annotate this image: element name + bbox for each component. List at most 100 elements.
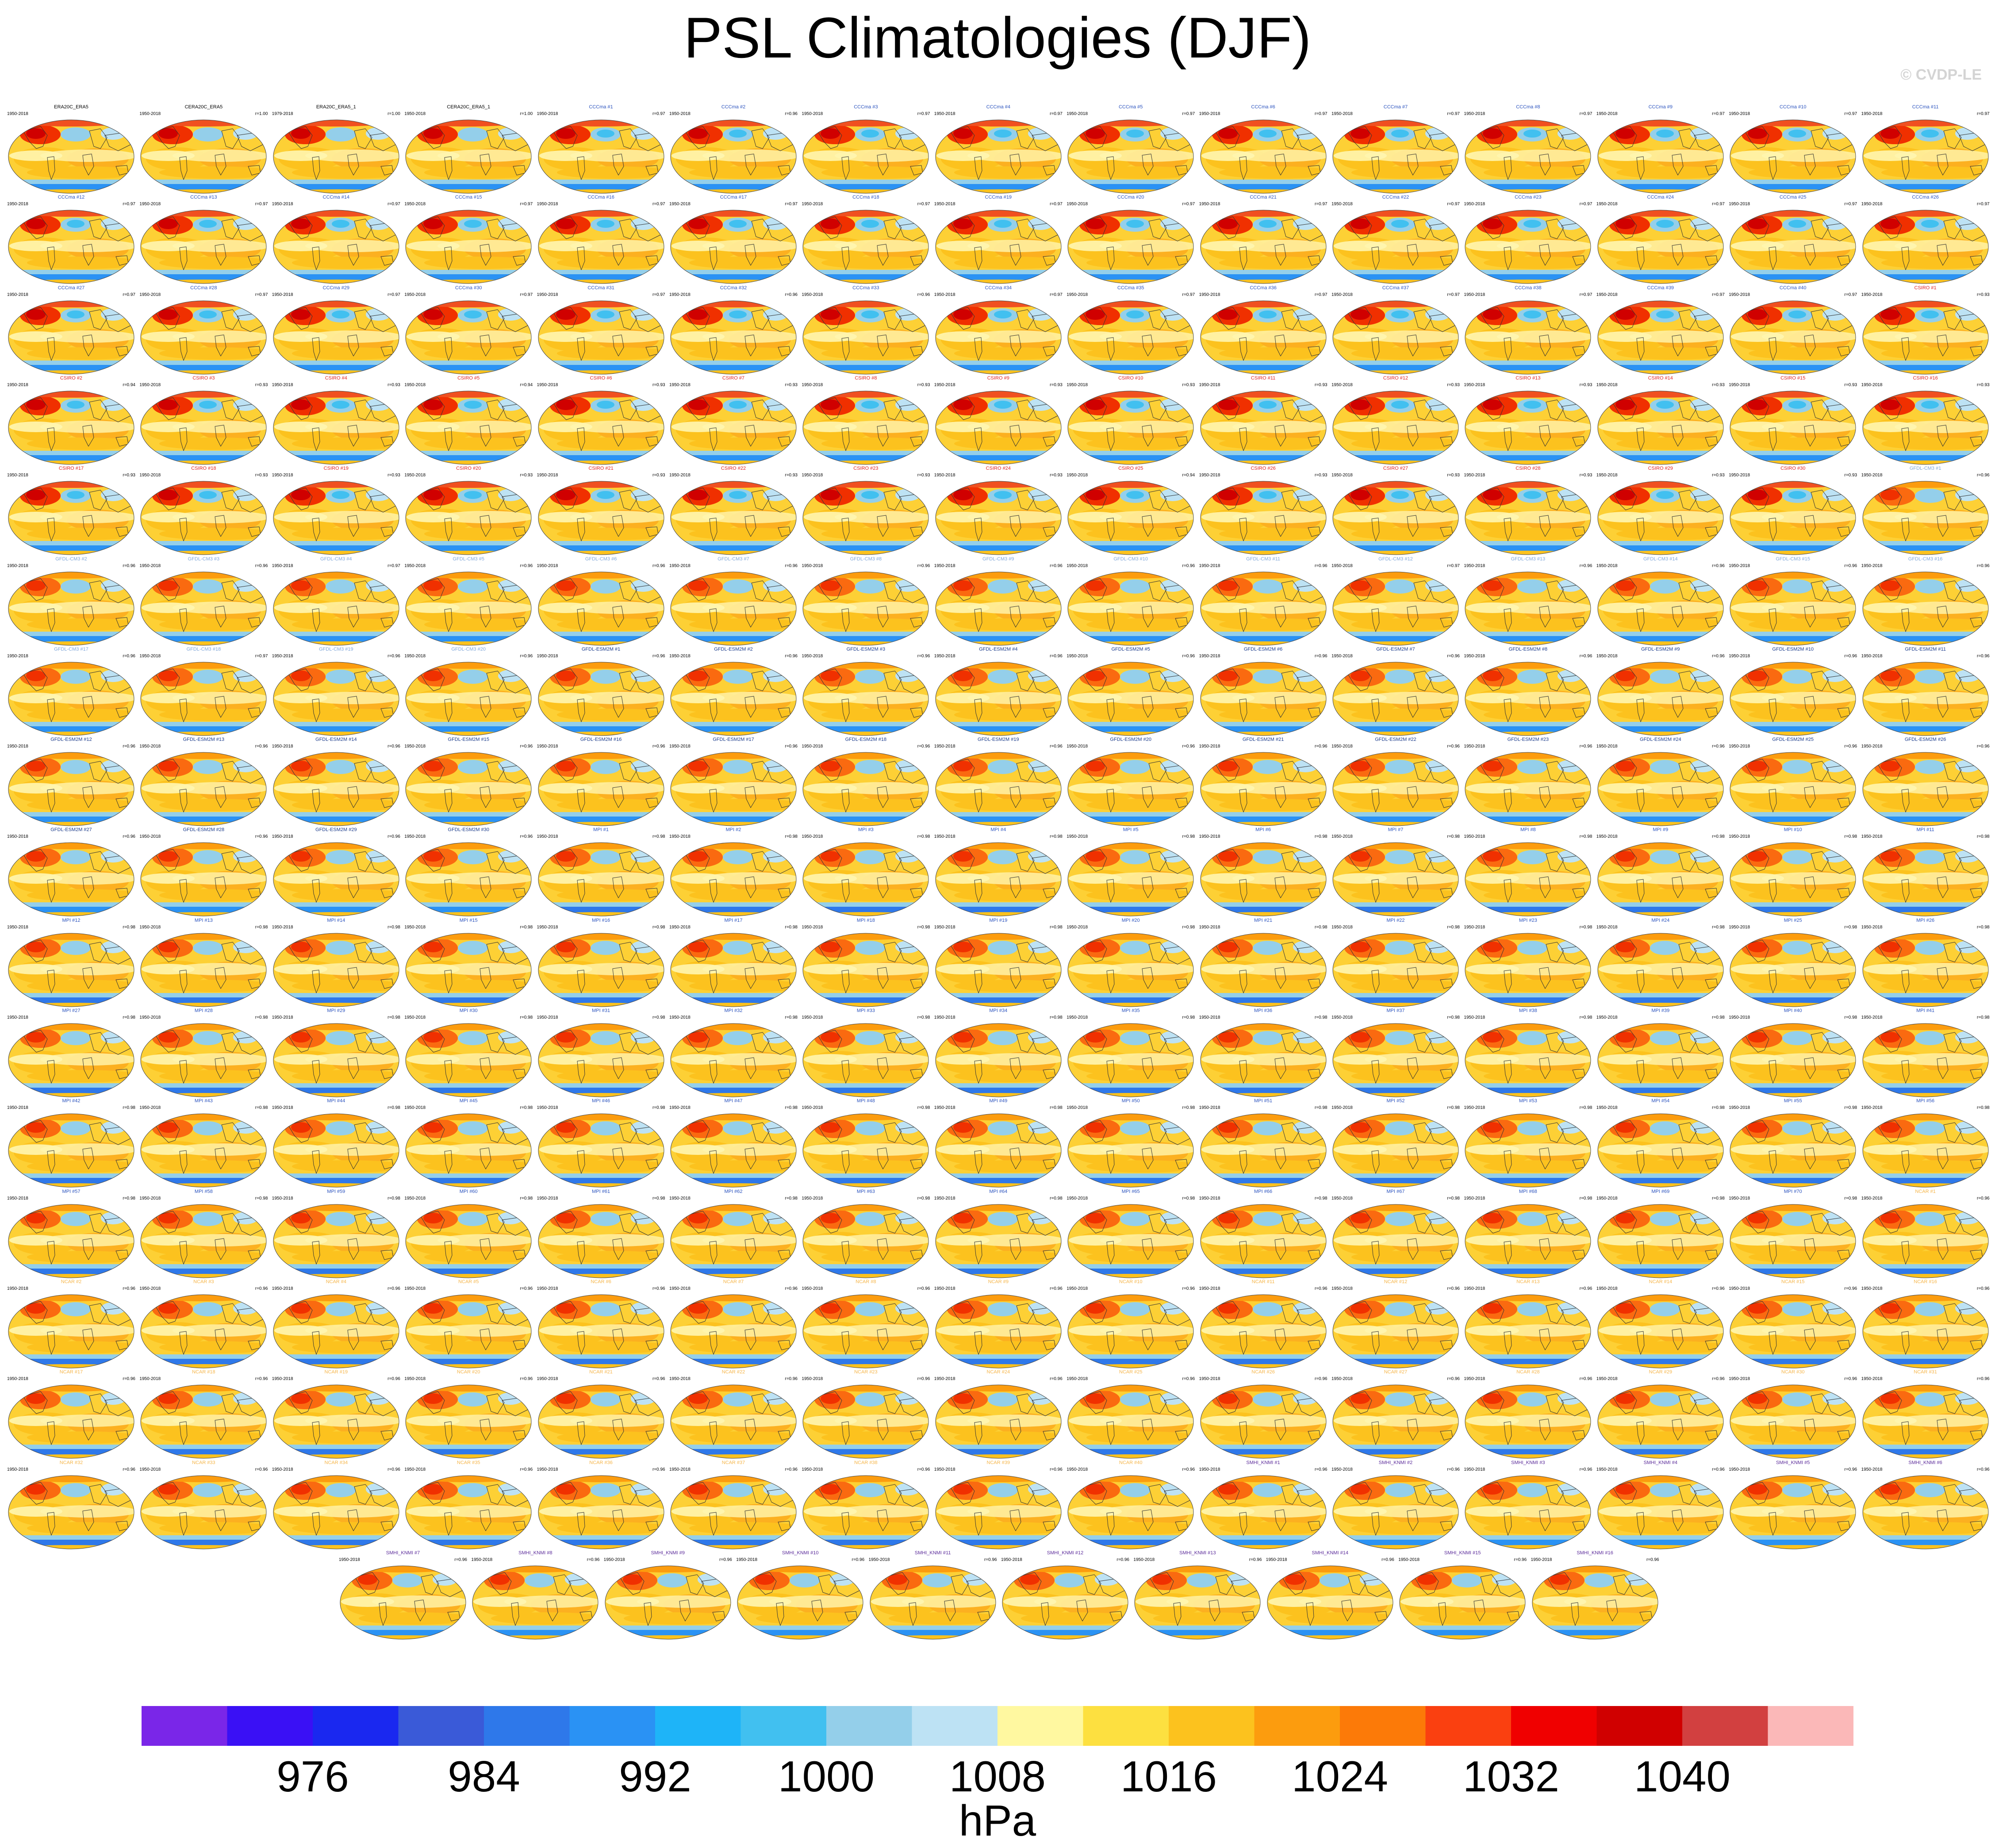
southern-high-band bbox=[1616, 1160, 1723, 1173]
map-panel: GFDL-CM3 #20 1950-2018 r=0.96 bbox=[403, 647, 534, 738]
siberian-high-core bbox=[556, 941, 575, 952]
continent-outline bbox=[1215, 668, 1240, 691]
map-border bbox=[935, 481, 1062, 555]
equatorial-low-band bbox=[142, 692, 195, 703]
map-panel: GFDL-ESM2M #4 1950-2018 r=0.96 bbox=[932, 647, 1064, 738]
map-field bbox=[803, 843, 929, 916]
continent-outline bbox=[1937, 606, 1949, 627]
southern-high-band bbox=[1351, 347, 1458, 360]
panel-title: GFDL-CM3 #1 bbox=[1909, 466, 1941, 472]
panel-correlation: r=0.98 bbox=[1844, 834, 1857, 840]
continent-outline bbox=[288, 578, 313, 601]
equatorial-low-band bbox=[1466, 421, 1519, 432]
equatorial-low-band bbox=[1863, 331, 1917, 342]
siberian-high-core bbox=[26, 399, 46, 410]
southern-high-band bbox=[27, 1160, 134, 1173]
map-field bbox=[8, 120, 134, 193]
panel-years: 1950-2018 bbox=[537, 744, 558, 749]
southern-ocean-band bbox=[1730, 812, 1856, 817]
panel-title: CCCma #38 bbox=[1515, 285, 1542, 291]
aleutian-low bbox=[325, 850, 356, 865]
aleutian-low bbox=[855, 1031, 886, 1045]
panel-years: 1950-2018 bbox=[934, 473, 955, 478]
map-field bbox=[1068, 662, 1194, 736]
map-border bbox=[935, 119, 1062, 194]
map-border bbox=[1067, 119, 1194, 194]
map-panel: MPI #39 1950-2018 r=0.98 bbox=[1595, 1008, 1726, 1099]
panel-title: MPI #58 bbox=[194, 1189, 213, 1194]
continent-outline bbox=[444, 518, 453, 541]
continent-outline bbox=[1546, 309, 1564, 330]
continent-outline bbox=[1274, 153, 1286, 176]
aleutian-low-core bbox=[1258, 400, 1277, 409]
continent-outline bbox=[486, 490, 505, 510]
map-svg bbox=[802, 933, 929, 1007]
siberian-high-core bbox=[1880, 1032, 1900, 1043]
southern-ocean-band bbox=[1862, 180, 1988, 184]
aleutian-low-core bbox=[1921, 400, 1939, 409]
map-panel: GFDL-CM3 #13 1950-2018 r=0.96 bbox=[1462, 556, 1594, 648]
equatorial-low-band bbox=[437, 330, 532, 343]
aleutian-low bbox=[590, 669, 621, 684]
southern-high-band bbox=[27, 799, 134, 812]
continent-outline bbox=[1811, 580, 1829, 601]
continent-outline bbox=[1877, 578, 1902, 601]
aleutian-low-core bbox=[199, 491, 217, 499]
equatorial-low-band bbox=[804, 602, 857, 613]
siberian-high-core bbox=[423, 941, 443, 952]
map-field bbox=[1333, 481, 1458, 555]
equatorial-low-band bbox=[1466, 1054, 1519, 1065]
continent-outline bbox=[1672, 606, 1684, 627]
southern-high-band bbox=[689, 1070, 796, 1082]
continent-outline bbox=[1142, 606, 1154, 627]
map-panel: GFDL-ESM2M #29 1950-2018 r=0.96 bbox=[270, 827, 402, 918]
continent-outline bbox=[354, 309, 372, 330]
map-field bbox=[8, 843, 134, 916]
southern-ocean-band bbox=[1068, 1083, 1194, 1088]
siberian-high-core bbox=[953, 580, 973, 591]
aleutian-low-core bbox=[1921, 220, 1939, 228]
southern-high-band bbox=[954, 1070, 1061, 1082]
panel-title: CCCma #9 bbox=[1648, 104, 1673, 110]
continent-outline bbox=[47, 337, 55, 361]
continent-outline bbox=[751, 490, 770, 510]
southern-high-band bbox=[1086, 799, 1194, 812]
southern-ocean-band bbox=[935, 1173, 1061, 1178]
southern-high-band bbox=[1351, 257, 1458, 269]
panel-correlation: r=0.93 bbox=[1050, 473, 1063, 478]
siberian-high-core bbox=[1086, 941, 1105, 952]
map-border bbox=[1862, 391, 1989, 465]
map-panel: CCCma #9 1950-2018 r=0.97 bbox=[1595, 104, 1726, 196]
continent-outline bbox=[552, 216, 578, 239]
siberian-high-core bbox=[423, 399, 443, 410]
panel-years: 1950-2018 bbox=[1331, 563, 1353, 568]
continent-outline bbox=[1082, 487, 1107, 510]
equatorial-low-band bbox=[671, 602, 725, 613]
map-svg bbox=[1597, 571, 1724, 645]
map-svg bbox=[670, 933, 797, 1007]
siberian-high-core bbox=[1748, 1122, 1768, 1133]
map-border bbox=[670, 481, 797, 555]
panel-correlation: r=0.93 bbox=[652, 382, 665, 387]
continent-outline bbox=[1347, 578, 1372, 601]
siberian-high-core bbox=[423, 761, 443, 772]
map-border bbox=[140, 119, 267, 194]
continent-outline bbox=[1901, 246, 1910, 270]
panel-correlation: r=0.98 bbox=[520, 1015, 533, 1020]
map-border bbox=[1067, 481, 1194, 555]
map-field bbox=[1862, 120, 1988, 193]
panel-title: CCCma #8 bbox=[1516, 104, 1540, 110]
map-svg bbox=[1200, 300, 1327, 375]
map-field bbox=[273, 300, 399, 374]
panel-years: 1950-2018 bbox=[537, 382, 558, 387]
map-panel: GFDL-CM3 #12 1950-2018 r=0.97 bbox=[1330, 556, 1462, 648]
southern-high-band bbox=[1484, 979, 1591, 992]
continent-outline bbox=[685, 307, 710, 330]
equatorial-low-band bbox=[1497, 240, 1591, 253]
panel-title: CSIRO #25 bbox=[1118, 466, 1143, 472]
panel-title: GFDL-CM3 #15 bbox=[1776, 556, 1810, 562]
siberian-high-core bbox=[556, 851, 575, 862]
equatorial-low-band bbox=[1232, 330, 1326, 343]
continent-outline bbox=[1943, 399, 1962, 420]
siberian-high-core bbox=[158, 1212, 178, 1223]
